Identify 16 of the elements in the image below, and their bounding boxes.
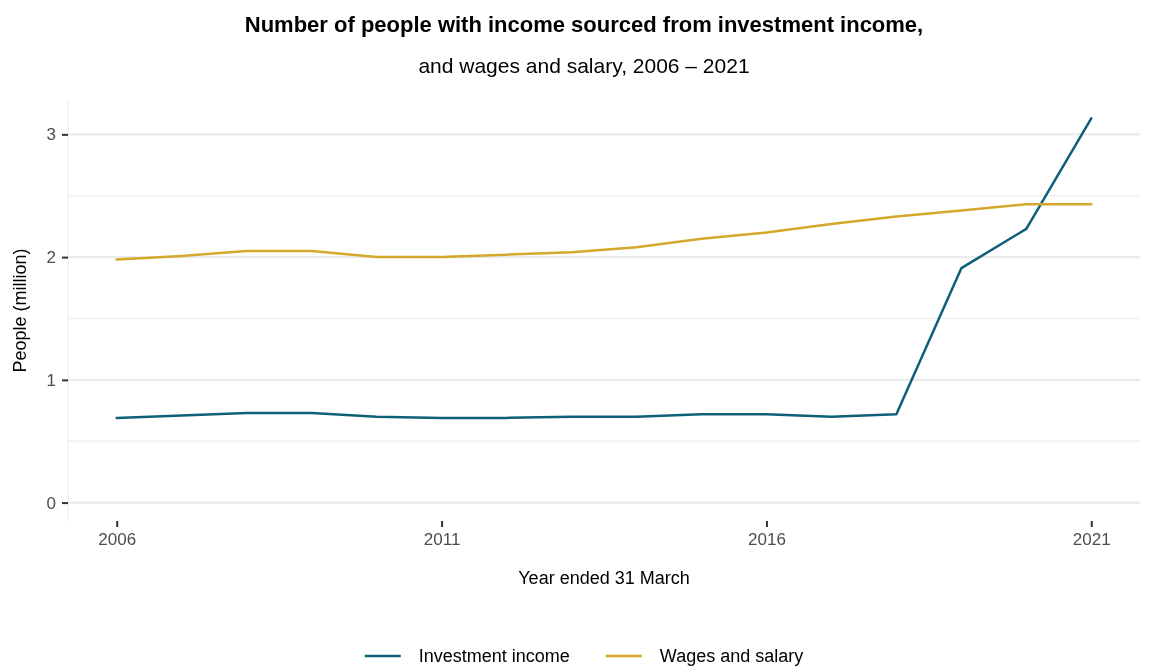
x-axis-title: Year ended 31 March [518,568,690,588]
y-axis-title: People (million) [10,248,30,373]
x-tick-label: 2011 [423,530,461,550]
x-tick-label: 2016 [748,530,786,550]
line-series [115,117,1093,420]
y-tick-label: 0 [46,493,56,513]
y-tick-label: 3 [46,125,56,145]
x-tick-label: 2021 [1072,530,1111,550]
chart-title: Number of people with income sourced from investment income, [244,12,924,37]
legend-label: Wages and salary [659,646,804,666]
y-tick-label: 1 [46,370,56,390]
legend-label: Investment income [418,646,570,666]
y-tick-label: 2 [46,248,56,268]
x-tick-label: 2006 [98,530,137,550]
chart-subtitle: and wages and salary, 2006 – 2021 [418,54,750,77]
line-series [115,203,1093,261]
